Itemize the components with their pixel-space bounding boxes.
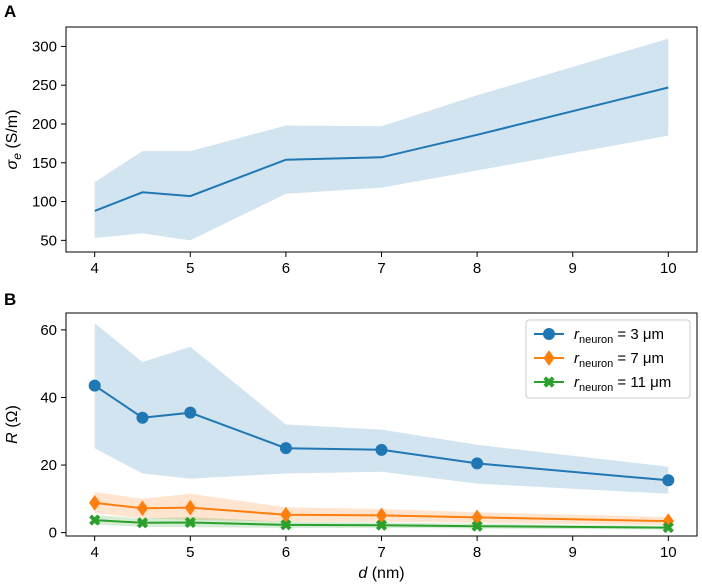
panel-b-point-3-4 bbox=[280, 519, 292, 531]
panel-a-band-1 bbox=[94, 38, 669, 241]
panel-a-ytick-label: 150 bbox=[32, 155, 57, 172]
panel-b-point-1-3 bbox=[184, 406, 197, 419]
panel-b-point-3-2 bbox=[136, 517, 149, 529]
panel-b-point-2-2 bbox=[136, 500, 149, 517]
panel-b-xtick-label: 10 bbox=[660, 544, 677, 561]
panel-b-point-1-6 bbox=[471, 457, 484, 470]
panel-b-xtick-label: 4 bbox=[91, 544, 99, 561]
panel-b-point-2-5 bbox=[375, 507, 388, 524]
legend-label-1: rneuron = 3 μm bbox=[574, 326, 664, 346]
panel-b-point-1-1 bbox=[88, 379, 101, 392]
panel-b-point-1-5 bbox=[375, 443, 388, 456]
panel-label-b: B bbox=[4, 290, 16, 309]
panel-a-ylabel: σe (S/m) bbox=[4, 110, 24, 170]
panel-b-xtick-label: 7 bbox=[377, 544, 385, 561]
panel-b-xtick-label: 5 bbox=[186, 544, 194, 561]
panel-b-ylabel: R (Ω) bbox=[4, 405, 21, 444]
panel-b-point-1-2 bbox=[136, 411, 149, 424]
panel-a-ytick-label: 50 bbox=[40, 232, 57, 249]
panel-b-xtick-label: 6 bbox=[282, 544, 290, 561]
panel-a-ytick-label: 250 bbox=[32, 77, 57, 94]
panel-b-xlabel: d (nm) bbox=[358, 565, 404, 582]
panel-a-xtick-label: 8 bbox=[473, 260, 481, 277]
panel-a-ytick-label: 300 bbox=[32, 38, 57, 55]
panel-a-chart: 4 5 6 7 8 9 10 50 100 150 200 250 300 σe (S/m) bbox=[4, 26, 698, 277]
panel-a-line-1 bbox=[94, 86, 669, 212]
legend-label-3: rneuron = 11 μm bbox=[574, 374, 671, 394]
panel-b-point-2-4 bbox=[280, 506, 292, 523]
panel-b-ytick-label: 40 bbox=[40, 389, 57, 406]
panel-a-xtick-label: 10 bbox=[660, 260, 677, 277]
panel-a-ytick-label: 200 bbox=[32, 116, 57, 133]
legend-label-2: rneuron = 7 μm bbox=[574, 350, 664, 370]
panel-a-xtick-label: 6 bbox=[282, 260, 290, 277]
panel-a-xtick-label: 9 bbox=[569, 260, 577, 277]
panel-b-point-1-4 bbox=[279, 442, 292, 455]
panel-b-point-3-5 bbox=[375, 519, 388, 531]
panel-b-ytick-label: 20 bbox=[40, 457, 57, 474]
legend-marker-1 bbox=[543, 328, 555, 340]
panel-b-band-2 bbox=[94, 492, 669, 526]
panel-label-a: A bbox=[4, 2, 16, 21]
panel-b-point-3-1 bbox=[89, 514, 101, 526]
panel-a-ytick-label: 100 bbox=[32, 194, 57, 211]
panel-b-chart: 4 5 6 7 8 9 10 0 20 40 60 R (Ω) d (nm) rneuron = 3 μm… bbox=[4, 312, 698, 582]
panel-b-ytick-label: 60 bbox=[40, 322, 57, 339]
panel-a-xtick-label: 5 bbox=[186, 260, 194, 277]
panel-a-xtick-label: 4 bbox=[91, 260, 99, 277]
panel-b-band-1 bbox=[94, 323, 669, 494]
legend-box bbox=[525, 319, 691, 399]
panel-b-xtick-label: 8 bbox=[473, 544, 481, 561]
panel-b-point-2-3 bbox=[184, 499, 196, 516]
panel-b-point-3-6 bbox=[471, 520, 483, 532]
panel-b-point-2-1 bbox=[89, 495, 101, 511]
panel-b-xtick-label: 9 bbox=[569, 544, 577, 561]
legend-marker-3 bbox=[543, 376, 555, 388]
panel-b-ytick-label: 0 bbox=[49, 525, 57, 542]
panel-a-xtick-label: 7 bbox=[377, 260, 385, 277]
panel-b-point-3-3 bbox=[184, 516, 196, 529]
panel-b-point-1-7 bbox=[662, 474, 675, 487]
legend-marker-2 bbox=[543, 350, 555, 366]
panel-b-point-3-7 bbox=[662, 521, 674, 534]
